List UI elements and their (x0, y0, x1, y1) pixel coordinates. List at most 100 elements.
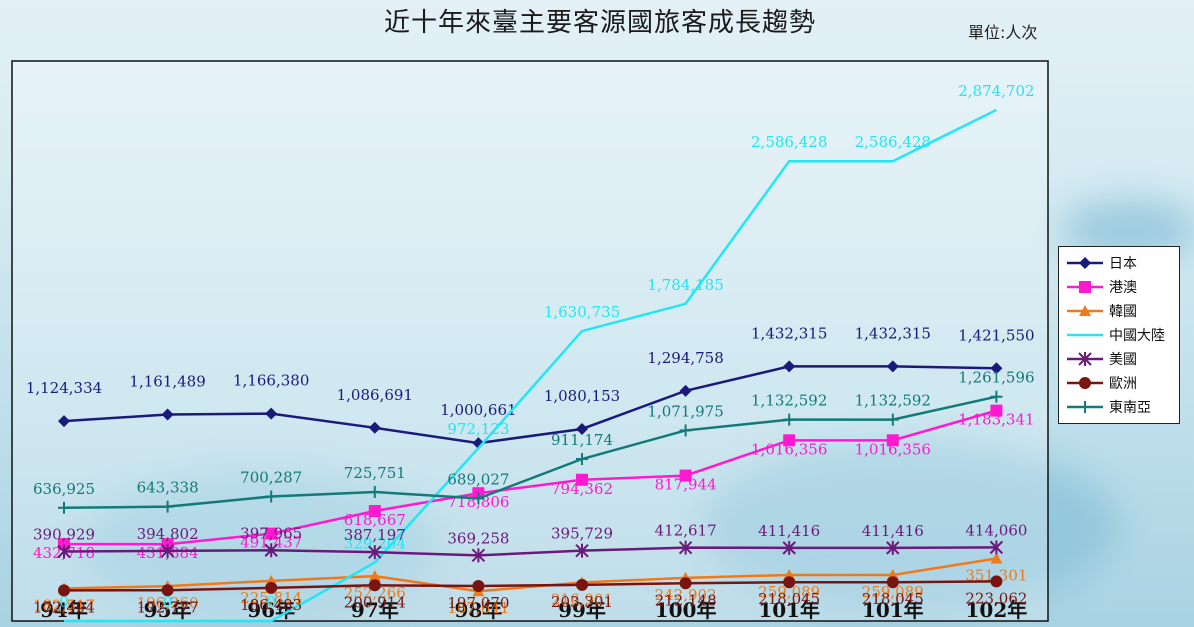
legend-label: 東南亞 (1109, 400, 1151, 416)
data-point (368, 421, 381, 434)
circle-marker (679, 577, 692, 590)
data-label: 1,421,550 (958, 326, 1034, 344)
data-label: 1,161,489 (129, 373, 205, 391)
plot-area (11, 60, 1049, 622)
circle-marker (886, 576, 899, 589)
data-label: 397,965 (240, 524, 302, 542)
data-point (783, 434, 796, 447)
square-marker (265, 527, 278, 540)
data-point (368, 570, 381, 582)
data-point (886, 540, 900, 555)
series-0: 1,124,334 1,161,489 1,166,380 1,086,691 1,00… (26, 324, 1035, 450)
data-point (58, 538, 70, 551)
data-point (368, 545, 382, 560)
data-point (886, 576, 899, 589)
x-tick-label: 94年 (40, 598, 88, 622)
data-label: 618,667 (344, 511, 406, 529)
series-3: 0 0 0 329,204 972,123 1,630,735 1,784,185 2,586… (59, 82, 1035, 623)
legend-swatch-icon (1067, 401, 1103, 413)
data-point (265, 407, 278, 420)
data-point (679, 384, 692, 397)
data-point (782, 540, 796, 555)
data-label: 1,086,691 (337, 386, 413, 404)
data-label: 412,617 (655, 522, 717, 540)
data-label: 700,287 (240, 469, 302, 487)
x-tick-label: 100年 (655, 598, 717, 622)
data-label: 0 (59, 593, 69, 611)
data-label: 2,586,428 (855, 133, 931, 151)
data-label: 252,266 (344, 584, 406, 602)
data-label: 911,174 (551, 431, 613, 449)
data-label: 0 (163, 593, 173, 611)
series-line (63, 409, 997, 546)
x-tick-label: 101年 (862, 598, 924, 622)
legend-item: 東南亞 (1065, 395, 1179, 419)
data-point (783, 360, 796, 373)
legend-item: 美國 (1065, 347, 1179, 371)
data-label: 643,338 (137, 479, 199, 497)
data-label: 725,751 (344, 464, 406, 482)
data-label: 395,729 (551, 525, 613, 543)
data-label: 369,258 (447, 529, 509, 547)
square-marker (886, 434, 899, 447)
legend-swatch-icon (1067, 333, 1103, 337)
legend-swatch-icon (1067, 305, 1103, 316)
circle-marker (161, 584, 174, 597)
data-label: 329,204 (344, 534, 406, 552)
data-label: 259,089 (862, 583, 924, 601)
data-point (57, 544, 71, 559)
diamond-marker (783, 360, 796, 373)
data-point (575, 543, 589, 558)
circle-marker (576, 578, 588, 591)
square-marker (1079, 281, 1091, 293)
data-point (161, 500, 174, 513)
data-label: 225,814 (240, 589, 302, 607)
x-tick-label: 101年 (758, 598, 820, 622)
circle-marker (783, 576, 796, 589)
diamond-marker (990, 362, 1003, 375)
data-point (264, 543, 278, 558)
data-point (989, 540, 1004, 555)
circle-marker (265, 581, 278, 594)
legend-swatch-icon (1067, 257, 1103, 269)
x-tick-label: 98年 (454, 598, 502, 622)
data-label: 186,483 (240, 596, 302, 614)
data-label: 411,416 (862, 522, 924, 540)
data-point (679, 469, 692, 482)
data-label: 200,914 (344, 593, 406, 611)
data-point (1079, 377, 1091, 389)
data-point (265, 581, 278, 594)
data-label: 2,874,702 (958, 82, 1034, 100)
data-label: 394,802 (137, 525, 199, 543)
data-label: 1,016,356 (855, 440, 931, 458)
data-label: 1,071,975 (647, 402, 723, 420)
data-point (990, 552, 1003, 564)
data-point (368, 579, 381, 592)
data-label: 1,124,334 (26, 379, 102, 397)
diamond-marker (265, 407, 278, 420)
series-6: 636,925 643,338 700,287 725,751 689,027 911,1… (33, 369, 1035, 514)
data-label: 1,294,758 (647, 349, 723, 367)
diamond-marker (679, 384, 692, 397)
data-label: 1,166,380 (233, 372, 309, 390)
data-point (990, 575, 1003, 588)
circle-marker (472, 579, 485, 592)
data-point (58, 584, 70, 597)
legend: 日本 港澳 韓國 中國大陸 美國 歐洲 東南亞 (1058, 246, 1180, 424)
x-tick-label: 97年 (351, 598, 399, 622)
data-label: 167,641 (447, 599, 509, 617)
data-point (1078, 352, 1092, 366)
diamond-marker (576, 422, 588, 435)
legend-item: 韓國 (1065, 299, 1179, 323)
data-label: 216,901 (551, 590, 613, 608)
diamond-marker (161, 408, 174, 421)
data-point (1079, 305, 1091, 316)
data-label: 794,362 (551, 480, 613, 498)
data-label: 491,437 (240, 534, 302, 552)
x-tick-label: 95年 (144, 598, 192, 622)
data-point (265, 527, 278, 540)
data-point (161, 584, 174, 597)
square-marker (679, 469, 692, 482)
legend-item: 日本 (1065, 251, 1179, 275)
